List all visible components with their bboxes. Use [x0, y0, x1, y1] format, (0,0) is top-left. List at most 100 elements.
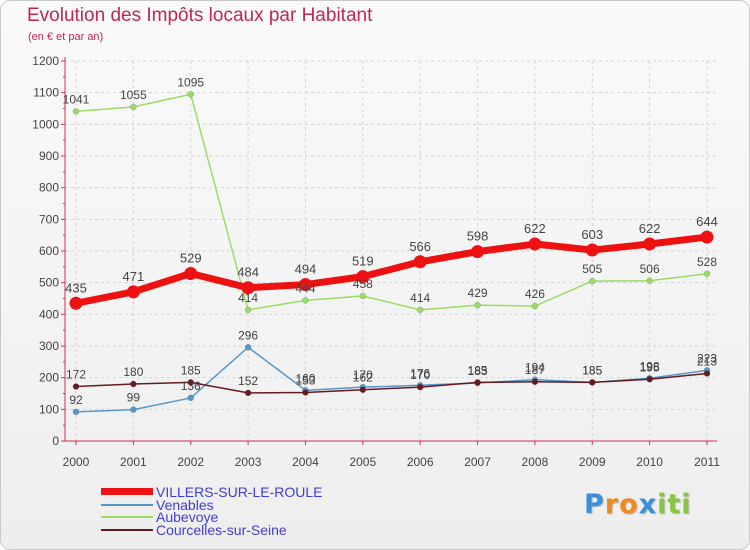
legend-swatch	[101, 488, 153, 495]
data-point	[356, 270, 370, 284]
logo-letter: x	[638, 489, 658, 520]
x-tick-label: 2002	[177, 455, 204, 469]
logo-letter: r	[604, 489, 620, 520]
x-tick-label: 2004	[292, 455, 319, 469]
data-point	[474, 379, 481, 386]
data-label: 170	[353, 368, 373, 382]
legend-label: Venables	[156, 496, 214, 513]
x-tick-label: 2011	[694, 455, 720, 469]
data-label: 519	[352, 254, 374, 269]
data-point	[585, 243, 599, 257]
data-label: 153	[295, 374, 315, 388]
data-label: 505	[582, 262, 602, 276]
y-tick-label: 800	[39, 181, 59, 195]
data-point	[474, 301, 481, 309]
legend-swatch	[101, 503, 153, 506]
data-point	[302, 297, 309, 304]
y-tick-label: 900	[39, 149, 59, 163]
data-label: 1095	[177, 75, 204, 89]
x-tick-label: 2001	[120, 455, 147, 469]
data-label: 444	[295, 281, 315, 295]
data-label: 471	[123, 269, 145, 284]
data-point	[703, 270, 711, 278]
x-tick-label: 2003	[235, 455, 262, 469]
data-label: 622	[524, 221, 546, 236]
series-line-3	[75, 372, 708, 394]
data-label: 435	[65, 280, 87, 295]
data-point	[531, 302, 539, 310]
series-line-0	[72, 233, 711, 307]
data-label: 296	[238, 328, 258, 342]
data-point	[646, 277, 653, 285]
y-tick-label: 1200	[32, 54, 59, 68]
data-point	[302, 389, 309, 396]
y-tick-label: 600	[39, 244, 59, 258]
data-label: 152	[238, 374, 258, 388]
data-label: 198	[640, 359, 660, 373]
data-point	[413, 255, 427, 269]
chart-subtitle: (en € et par an)	[28, 31, 104, 43]
data-label: 598	[467, 229, 489, 244]
data-label: 187	[525, 363, 545, 377]
data-label: 195	[640, 360, 660, 374]
data-point	[589, 379, 596, 386]
data-label: 528	[697, 255, 717, 269]
y-tick-label: 200	[39, 371, 59, 385]
y-tick-label: 0	[52, 434, 59, 448]
data-label: 414	[238, 291, 258, 305]
data-label: 414	[410, 291, 430, 305]
x-tick-label: 2009	[579, 455, 606, 469]
data-point	[241, 281, 255, 295]
data-point	[471, 245, 485, 259]
data-label: 185	[468, 363, 488, 377]
data-label: 1041	[63, 92, 90, 106]
data-label: 136	[181, 379, 201, 393]
data-label: 185	[582, 363, 602, 377]
data-label: 170	[410, 368, 430, 382]
legend-swatch	[101, 516, 153, 518]
data-label: 1055	[120, 88, 147, 102]
series-line-2	[75, 93, 708, 311]
x-tick-label: 2010	[636, 455, 663, 469]
data-label: 185	[181, 363, 201, 377]
logo-letter: o	[619, 489, 639, 520]
legend-swatch	[101, 528, 153, 531]
data-point	[184, 266, 198, 280]
y-tick-label: 300	[39, 339, 59, 353]
data-point	[416, 383, 424, 391]
data-point	[187, 379, 194, 386]
legend-label: Courcelles-sur-Seine	[156, 521, 287, 538]
data-point	[703, 370, 711, 377]
data-point	[700, 230, 714, 244]
series-line-1	[75, 346, 708, 413]
data-point	[531, 378, 539, 386]
data-point	[528, 237, 542, 251]
data-label: 622	[639, 221, 661, 236]
proxiti-logo: Proxiti	[584, 489, 692, 520]
data-label: 160	[295, 371, 315, 385]
data-point	[69, 296, 83, 310]
data-label: 484	[237, 265, 259, 280]
x-tick-label: 2008	[522, 455, 549, 469]
data-label: 92	[69, 393, 83, 407]
data-point	[126, 285, 140, 299]
x-tick-label: 2000	[63, 455, 90, 469]
data-label: 494	[295, 262, 317, 277]
logo-letter: P	[584, 489, 605, 520]
data-point	[72, 408, 80, 416]
y-tick-label: 1000	[32, 117, 59, 131]
data-label: 99	[127, 391, 141, 405]
data-label: 529	[180, 250, 202, 265]
data-point	[643, 237, 657, 251]
data-label: 180	[123, 365, 143, 379]
data-point	[359, 386, 367, 393]
data-label: 194	[525, 361, 545, 375]
logo-letter: t	[667, 489, 682, 520]
x-tick-label: 2007	[464, 455, 491, 469]
data-point	[130, 380, 137, 388]
data-label: 426	[525, 287, 545, 301]
data-point	[130, 406, 137, 413]
data-point	[187, 91, 194, 98]
chart-title: Evolution des Impôts locaux par Habitant	[27, 5, 373, 26]
